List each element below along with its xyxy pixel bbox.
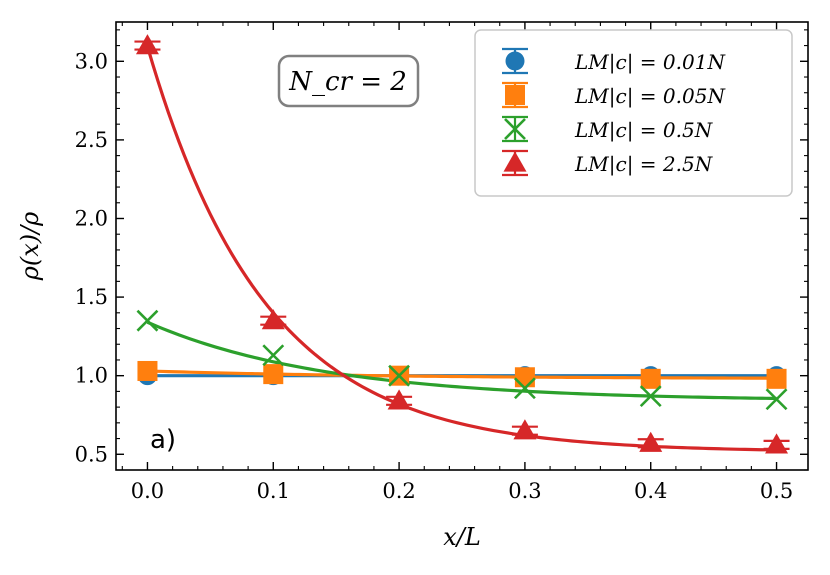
plot-frame bbox=[115, 21, 809, 471]
legend-label: LM|c| = 0.05N bbox=[574, 84, 726, 109]
data-point-x bbox=[765, 388, 788, 411]
data-point-triangle bbox=[639, 431, 663, 452]
legend-label: LM|c| = 2.5N bbox=[574, 152, 714, 177]
legend-item: LM|c| = 0.05N bbox=[502, 81, 726, 109]
y-tick-label: 1.5 bbox=[75, 285, 108, 309]
panel-label: a) bbox=[150, 425, 176, 455]
axis-ticks: 0.0 0.1 0.2 0.3 0.4 0.5 0.5 1.0 1.5 2.0 2.5 3.0 bbox=[75, 22, 808, 503]
data-point-square bbox=[640, 368, 661, 389]
data-point-x bbox=[639, 385, 662, 408]
legend-label: LM|c| = 0.01N bbox=[574, 50, 726, 75]
y-tick-label: 2.5 bbox=[75, 128, 108, 152]
x-tick-label: 0.5 bbox=[760, 479, 793, 503]
x-tick-label: 0.2 bbox=[382, 479, 415, 503]
x-tick-label: 0.0 bbox=[131, 479, 164, 503]
y-tick-label: 1.0 bbox=[75, 364, 108, 388]
annotation-text: N_cr = 2 bbox=[288, 67, 407, 97]
data-point-x bbox=[136, 309, 159, 332]
legend-item: LM|c| = 0.5N bbox=[502, 115, 714, 143]
data-point-triangle bbox=[503, 151, 527, 172]
data-point-square bbox=[514, 367, 535, 388]
data-point-triangle bbox=[135, 34, 159, 55]
x-axis-label: x/L bbox=[443, 523, 481, 551]
data-point-triangle bbox=[261, 309, 285, 330]
data-point-x bbox=[388, 364, 411, 387]
x-tick-label: 0.4 bbox=[634, 479, 667, 503]
data-point-triangle bbox=[387, 389, 411, 410]
y-axis-label: ρ(x)/ρ bbox=[16, 212, 44, 282]
y-tick-label: 2.0 bbox=[75, 206, 108, 230]
y-tick-label: 0.5 bbox=[75, 442, 108, 466]
annotation-box: N_cr = 2 bbox=[277, 54, 420, 108]
legend-label: LM|c| = 0.5N bbox=[574, 118, 714, 143]
x-tick-label: 0.3 bbox=[508, 479, 541, 503]
data-markers bbox=[134, 34, 790, 454]
data-point-square bbox=[766, 368, 787, 389]
data-point-circle bbox=[505, 51, 525, 71]
data-point-triangle bbox=[513, 419, 537, 440]
data-point-square bbox=[505, 85, 525, 105]
legend-frame bbox=[474, 29, 793, 197]
legend-item: LM|c| = 2.5N bbox=[502, 149, 714, 177]
fit-curve bbox=[146, 320, 777, 401]
legend: LM|c| = 0.01N LM|c| = 0.05N LM|c| = 0.5N LM… bbox=[474, 29, 793, 197]
data-point-x bbox=[513, 377, 536, 400]
fit-curve bbox=[145, 45, 777, 452]
x-tick-label: 0.1 bbox=[257, 479, 290, 503]
y-tick-label: 3.0 bbox=[75, 49, 108, 73]
data-point-square bbox=[137, 360, 158, 381]
data-point-square bbox=[263, 364, 284, 385]
legend-item: LM|c| = 0.01N bbox=[502, 47, 726, 75]
data-point-triangle bbox=[765, 433, 789, 454]
data-point-x bbox=[504, 118, 526, 140]
fit-curves bbox=[145, 45, 777, 452]
fit-curve bbox=[147, 369, 777, 380]
data-point-x bbox=[262, 344, 285, 367]
